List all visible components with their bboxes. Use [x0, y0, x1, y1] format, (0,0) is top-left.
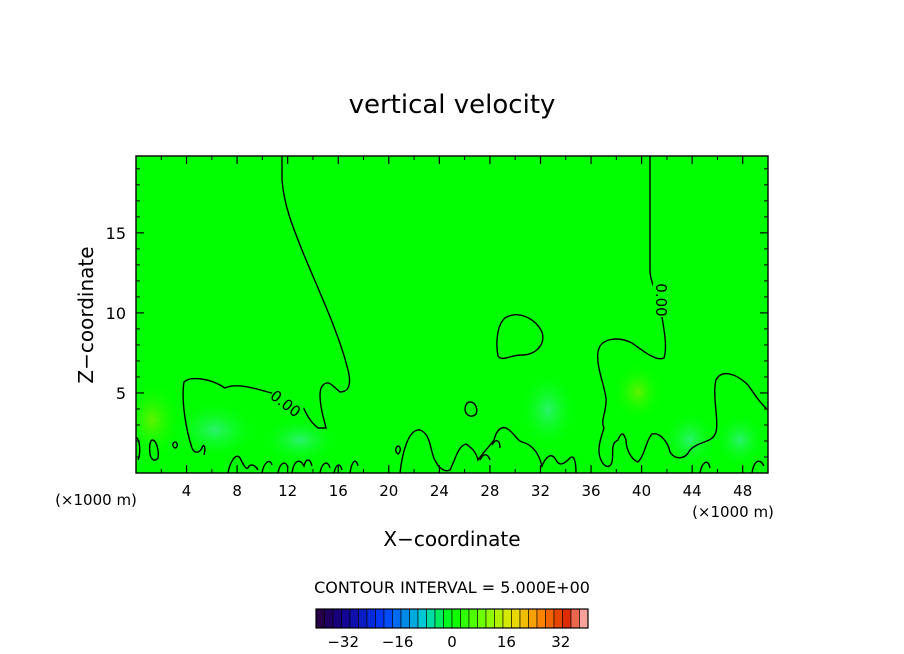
- x-tick-label: 8: [232, 482, 242, 500]
- colorbar-cell: [375, 608, 385, 629]
- contour-loop: [464, 401, 478, 417]
- x-tick-label: 28: [480, 482, 499, 500]
- contour-bottom: [479, 440, 501, 461]
- colorbar-cell: [579, 608, 589, 629]
- colorbar-cell: [460, 608, 470, 629]
- contour-label-backdrop: [653, 283, 671, 317]
- field-patch: [715, 412, 765, 468]
- colorbar-cell: [409, 608, 419, 629]
- field-patch: [662, 410, 718, 470]
- colorbar-tick-label: 32: [551, 633, 570, 651]
- zero-contour-left: [182, 156, 351, 456]
- y-axis: 5 10 15: [106, 168, 768, 458]
- colorbar-cell: [553, 608, 563, 629]
- field-patch: [170, 400, 260, 460]
- colorbar-cell: [570, 608, 580, 629]
- colorbar: −32 −16 0 16 32: [315, 608, 589, 651]
- colorbar-tick-label: −32: [327, 633, 359, 651]
- x-tick-label: 44: [683, 482, 702, 500]
- contour-label-backdrop: [267, 385, 305, 421]
- colorbar-cell: [477, 608, 487, 629]
- colorbar-tick-label: 0: [447, 633, 457, 651]
- contour-loop: [172, 441, 178, 449]
- x-axis-title: X−coordinate: [383, 527, 520, 551]
- contour-loop: [496, 314, 544, 360]
- colorbar-cell: [511, 608, 521, 629]
- colorbar-cell: [341, 608, 351, 629]
- x-unit-right: (×1000 m): [692, 503, 774, 521]
- colorbar-cell: [324, 608, 334, 629]
- colorbar-cell: [349, 608, 359, 629]
- colorbar-cell: [468, 608, 478, 629]
- colorbar-frame: [315, 608, 589, 629]
- colorbar-cell: [451, 608, 461, 629]
- contour-label-text: 0.00: [652, 283, 670, 316]
- field-patch: [136, 380, 182, 460]
- x-tick-label: 20: [379, 482, 398, 500]
- colorbar-cell: [519, 608, 529, 629]
- colorbar-cell: [443, 608, 453, 629]
- field-patch: [260, 415, 340, 465]
- contour-bottom: [227, 455, 359, 473]
- x-tick-label: 12: [278, 482, 297, 500]
- contour-lines: [136, 156, 768, 473]
- colorbar-cell: [358, 608, 368, 629]
- contour-bottom: [699, 460, 765, 473]
- contour-loop: [395, 445, 401, 455]
- colorbar-cell: [383, 608, 393, 629]
- colorbar-cell: [528, 608, 538, 629]
- plot-frame: [135, 155, 769, 474]
- colorbar-cell: [332, 608, 342, 629]
- field-shading: [136, 362, 765, 470]
- contour-bottom: [399, 426, 577, 473]
- colorbar-cell: [366, 608, 376, 629]
- contour-interval-text: CONTOUR INTERVAL = 5.000E+00: [314, 578, 590, 597]
- x-tick-label: 36: [581, 482, 600, 500]
- colorbar-cell: [392, 608, 402, 629]
- colorbar-cell: [494, 608, 504, 629]
- y-tick-label: 15: [106, 224, 126, 243]
- colorbar-cell: [536, 608, 546, 629]
- contour-loop: [136, 436, 141, 461]
- colorbar-cell: [502, 608, 512, 629]
- x-tick-label: 32: [531, 482, 550, 500]
- contour-label-right: 0.00: [652, 283, 671, 317]
- field-patch: [612, 362, 664, 422]
- colorbar-tick-label: 16: [497, 633, 516, 651]
- colorbar-cell: [562, 608, 572, 629]
- x-axis: 4 8 12 16 20 24 28 32 36 40 44 48: [160, 156, 752, 500]
- x-tick-label: 40: [632, 482, 651, 500]
- field-patch: [518, 370, 578, 450]
- colorbar-cell: [417, 608, 427, 629]
- x-tick-label: 48: [733, 482, 752, 500]
- y-axis-title: Z−coordinate: [74, 246, 98, 383]
- chart-title: vertical velocity: [349, 90, 556, 120]
- colorbar-cell: [426, 608, 436, 629]
- y-tick-label: 10: [106, 304, 126, 323]
- plot-area: 0.00 0.00: [135, 155, 769, 474]
- colorbar-cell: [545, 608, 555, 629]
- x-tick-label: 4: [182, 482, 192, 500]
- x-unit-left: (×1000 m): [55, 491, 137, 509]
- zero-contour-right: [596, 156, 768, 468]
- x-tick-label: 24: [430, 482, 449, 500]
- colorbar-cell: [434, 608, 444, 629]
- colorbar-cell: [485, 608, 495, 629]
- colorbar-cell: [315, 608, 325, 629]
- y-tick-label: 5: [116, 384, 126, 403]
- colorbar-tick-label: −16: [382, 633, 414, 651]
- contour-loop: [148, 439, 159, 461]
- x-tick-label: 16: [329, 482, 348, 500]
- colorbar-cell: [400, 608, 410, 629]
